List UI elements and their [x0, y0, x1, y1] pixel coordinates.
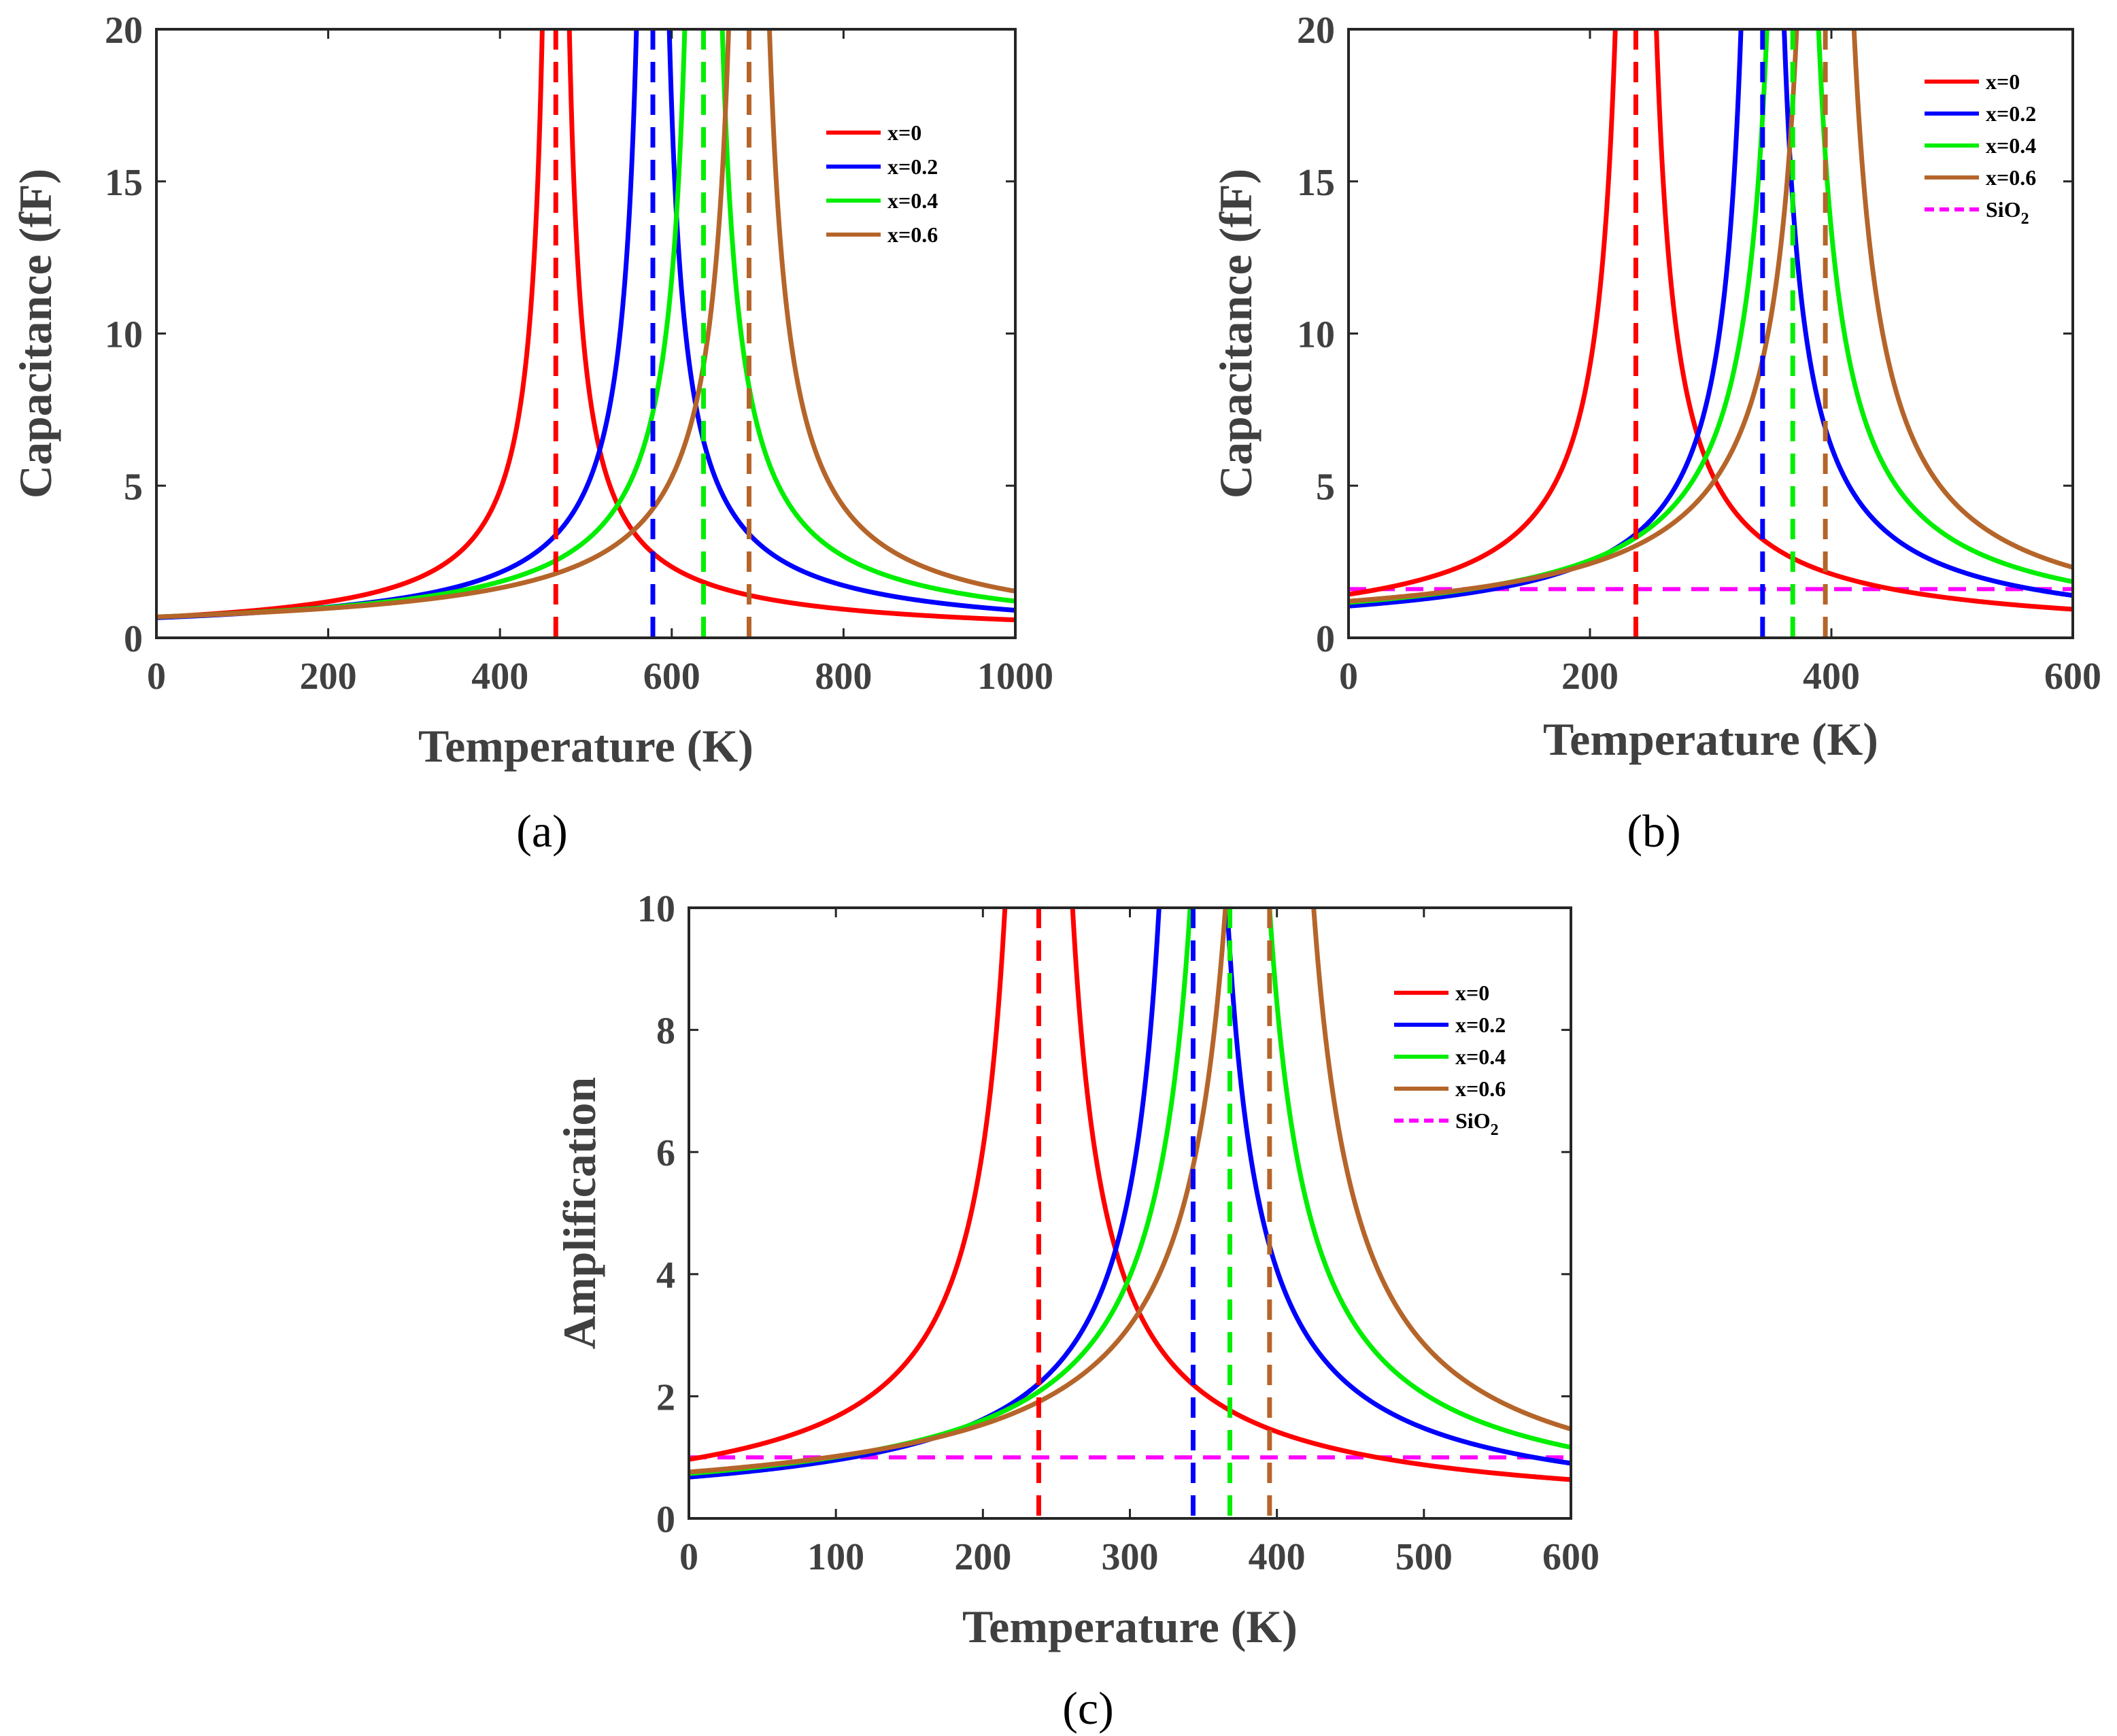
ytick-label-c-0: 0	[656, 1499, 675, 1541]
xtick-label-a-1: 200	[300, 656, 357, 698]
legend-label-a-3: x=0.6	[887, 222, 938, 247]
curve-b-3-below	[1349, 29, 1799, 604]
curve-b-0-below	[1349, 29, 1618, 597]
panel-a: 0 200 400 600 800 1000 0 5 10 15 20 Temperature (K)…	[10, 10, 1053, 857]
ytick-label-c-3: 6	[656, 1132, 675, 1174]
curve-c-2-above	[1267, 908, 1571, 1450]
xlabel-b: Temperature (K)	[1543, 713, 1878, 765]
ytick-label-b-0: 0	[1316, 618, 1335, 660]
curve-a-1-below	[156, 29, 639, 620]
legend-c: x=0 x=0.2 x=0.4 x=0.6 SiO2	[1394, 981, 1506, 1139]
legend-label-c-1: x=0.2	[1455, 1012, 1506, 1037]
ytick-label-b-1: 5	[1316, 466, 1335, 508]
legend-label-b-4: SiO2	[1986, 197, 2029, 228]
legend-label-c-4: SiO2	[1455, 1108, 1499, 1139]
xtick-label-a-4: 800	[815, 656, 872, 698]
curve-b-2-below	[1349, 29, 1769, 605]
xtick-label-a-2: 400	[471, 656, 528, 698]
xtick-label-c-4: 400	[1249, 1536, 1306, 1578]
xlabel-c: Temperature (K)	[962, 1601, 1298, 1652]
xtick-label-a-0: 0	[147, 656, 166, 698]
ytick-label-a-2: 10	[105, 314, 143, 356]
ytick-label-c-1: 2	[656, 1376, 675, 1418]
data-area-b	[1349, 29, 2073, 638]
legend-label-b-0: x=0	[1986, 69, 2020, 94]
curve-a-3-below	[156, 29, 731, 619]
xtick-label-b-0: 0	[1339, 656, 1358, 698]
panel-c: 0 100 200 300 400 500 600 0 2 4 6 8 10 Temperature (K…	[554, 888, 1599, 1734]
xtick-label-b-1: 200	[1561, 656, 1619, 698]
ylabel-b: Capacitance (fF)	[1210, 169, 1261, 498]
legend-label-a-2: x=0.4	[887, 188, 938, 213]
xtick-label-c-1: 100	[807, 1536, 864, 1578]
ylabel-a: Capacitance (fF)	[10, 169, 61, 498]
panel-label-a: (a)	[516, 805, 567, 857]
legend-label-b-3: x=0.6	[1986, 165, 2036, 190]
xtick-label-b-2: 400	[1803, 656, 1860, 698]
ytick-label-b-4: 20	[1297, 10, 1335, 52]
ytick-label-a-0: 0	[124, 618, 143, 660]
xtick-label-c-3: 300	[1102, 1536, 1159, 1578]
data-area-a	[156, 29, 1015, 638]
ytick-label-b-2: 10	[1297, 314, 1335, 356]
plot-c: 0 100 200 300 400 500 600 0 2 4 6 8 10 Temperature (K…	[554, 888, 1599, 1652]
curve-c-0-below	[689, 908, 1008, 1462]
curve-b-3-above	[1851, 29, 2073, 570]
xlabel-a: Temperature (K)	[418, 720, 753, 772]
legend-label-c-0: x=0	[1455, 981, 1489, 1005]
ytick-label-c-4: 8	[656, 1010, 675, 1053]
xtick-label-b-3: 600	[2044, 656, 2101, 698]
xtick-label-a-5: 1000	[977, 656, 1053, 698]
data-area-c	[689, 908, 1571, 1518]
legend-label-c-3: x=0.6	[1455, 1076, 1506, 1101]
curve-b-0-above	[1654, 29, 2073, 612]
ytick-label-c-2: 4	[656, 1255, 675, 1297]
plot-b: 0 200 400 600 0 5 10 15 20 Temperature (K) Capacit…	[1210, 10, 2101, 765]
curve-c-1-above	[1225, 908, 1571, 1466]
curve-a-1-above	[666, 29, 1015, 613]
legend-label-b-2: x=0.4	[1986, 133, 2036, 158]
curve-b-1-below	[1349, 29, 1744, 609]
xtick-label-c-5: 500	[1395, 1536, 1453, 1578]
ytick-label-a-4: 20	[105, 10, 143, 52]
ytick-label-a-3: 15	[105, 162, 143, 204]
curve-c-0-above	[1070, 908, 1571, 1482]
panel-label-c: (c)	[1062, 1682, 1113, 1734]
curve-c-3-above	[1311, 908, 1571, 1431]
curve-b-2-above	[1816, 29, 2073, 584]
ytick-label-b-3: 15	[1297, 162, 1335, 204]
panel-b: 0 200 400 600 0 5 10 15 20 Temperature (K) Capacit…	[1210, 10, 2101, 857]
curve-c-3-below	[689, 908, 1228, 1475]
ytick-label-c-5: 10	[637, 888, 675, 930]
ylabel-c: Amplification	[554, 1077, 605, 1349]
xtick-label-c-6: 600	[1542, 1536, 1599, 1578]
legend-a: x=0 x=0.2 x=0.4 x=0.6	[826, 120, 938, 247]
legend-label-b-1: x=0.2	[1986, 101, 2036, 126]
legend-label-c-2: x=0.4	[1455, 1044, 1506, 1069]
curve-b-1-above	[1782, 29, 2073, 598]
curve-a-3-above	[766, 29, 1015, 594]
legend-label-a-0: x=0	[887, 120, 921, 145]
axes-box-c	[688, 906, 1572, 1520]
curve-a-2-above	[719, 29, 1015, 604]
plot-a: 0 200 400 600 800 1000 0 5 10 15 20 Temperature (K)…	[10, 10, 1053, 772]
curve-a-0-below	[156, 29, 545, 620]
xtick-label-a-3: 600	[643, 656, 700, 698]
xtick-label-c-2: 200	[954, 1536, 1011, 1578]
ytick-label-a-1: 5	[124, 466, 143, 508]
legend-label-a-1: x=0.2	[887, 154, 938, 179]
xtick-label-c-0: 0	[679, 1536, 698, 1578]
panel-label-b: (b)	[1627, 805, 1680, 857]
legend-b: x=0 x=0.2 x=0.4 x=0.6 SiO2	[1925, 69, 2036, 228]
